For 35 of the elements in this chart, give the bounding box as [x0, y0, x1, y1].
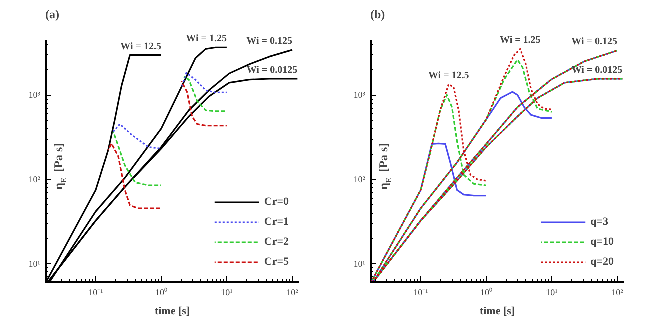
y-axis-title: ηE [Pa s] [52, 143, 68, 190]
chart-title: (b) [370, 8, 386, 22]
chart-title: (a) [46, 8, 60, 22]
x-tick-label: 10² [612, 288, 624, 298]
legend-label: q=20 [590, 256, 614, 268]
annotation: Wi = 12.5 [428, 70, 470, 82]
x-tick-label: 10⁰ [155, 288, 168, 298]
annotation: Wi = 0.0125 [572, 64, 623, 76]
y-axis-title: ηE [Pa s] [376, 143, 394, 190]
x-tick-label: 10¹ [221, 288, 234, 298]
y-tick-label: 10² [28, 174, 41, 184]
x-tick-label: 10⁰ [480, 288, 492, 298]
y-tick-label: 10³ [354, 90, 366, 100]
y-tick-label: 10¹ [354, 258, 366, 269]
legend-label: Cr=5 [264, 256, 289, 268]
y-tick-label: 10² [354, 174, 366, 184]
x-tick-label: 10⁻¹ [88, 288, 104, 298]
annotation: Wi = 12.5 [120, 41, 162, 52]
annotation: Wi = 0.125 [246, 36, 292, 48]
x-tick-label: 10⁻¹ [414, 288, 429, 298]
x-tick-label: 10² [286, 288, 299, 298]
x-axis-title: time [s] [480, 306, 516, 318]
legend-label: Cr=0 [264, 196, 289, 208]
x-axis-title: time [s] [154, 306, 190, 318]
annotation: Wi = 1.25 [500, 35, 541, 46]
y-tick-label: 10³ [28, 90, 41, 100]
annotation: Wi = 0.125 [572, 36, 618, 48]
legend-label: q=3 [590, 216, 610, 228]
y-tick-label: 10¹ [28, 258, 41, 269]
annotation: Wi = 1.25 [186, 34, 227, 45]
x-tick-label: 10¹ [546, 288, 558, 298]
legend-label: Cr=1 [264, 216, 289, 228]
annotation: Wi = 0.0125 [246, 64, 298, 76]
legend-label: Cr=2 [264, 236, 289, 248]
legend-label: q=10 [590, 236, 614, 248]
